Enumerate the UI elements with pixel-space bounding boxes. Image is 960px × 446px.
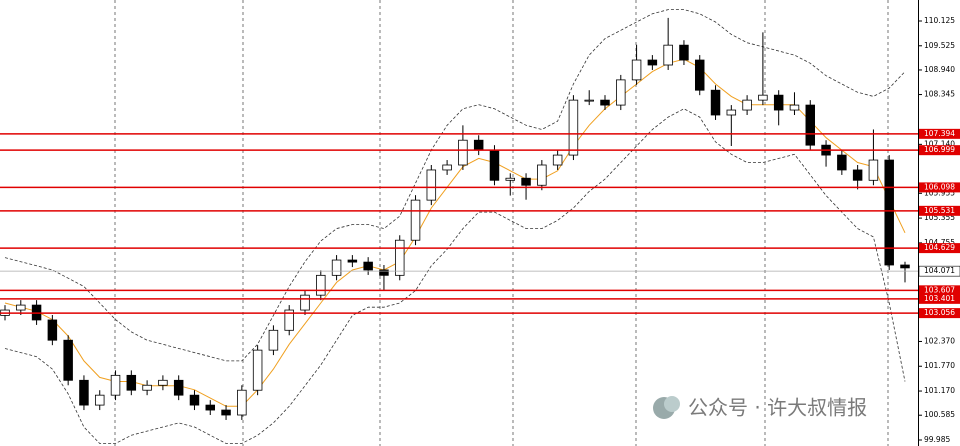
level-box — [919, 145, 960, 156]
time-grid — [114, 0, 889, 446]
candle-body — [205, 404, 216, 411]
level-label: 106.999 — [924, 145, 955, 154]
candle-body — [600, 99, 610, 106]
candle-body — [647, 59, 658, 66]
level-label: 105.531 — [924, 206, 955, 215]
candle-body — [158, 379, 168, 386]
candle-body — [16, 304, 26, 311]
candle-body — [142, 384, 152, 391]
candle-body — [679, 44, 689, 61]
last-price-label: 104.071 — [924, 266, 955, 275]
candle-body — [284, 309, 294, 331]
level-box — [919, 243, 960, 254]
candle-body — [379, 269, 389, 276]
candle-body — [316, 274, 326, 296]
watermark-text: 公众号 · 许大叔情报 — [688, 396, 867, 420]
candle-body — [363, 261, 373, 271]
candle-body — [252, 349, 263, 391]
indicator-line — [4, 9, 906, 362]
candle-body — [410, 199, 421, 241]
candle-body — [505, 177, 516, 181]
level-box — [919, 285, 960, 296]
candle-body — [173, 379, 184, 396]
candle-body — [789, 104, 800, 111]
candle-body — [616, 79, 626, 106]
candle-body — [521, 177, 531, 186]
level-label: 103.056 — [924, 308, 955, 317]
level-box — [919, 182, 960, 193]
level-label: 106.098 — [924, 182, 955, 191]
watermark-icon — [664, 396, 680, 412]
level-label: 103.607 — [924, 285, 955, 294]
candle-body — [726, 109, 737, 116]
candle-body — [663, 44, 673, 66]
candle-body — [837, 154, 847, 171]
candle-body — [47, 319, 58, 341]
last-price-box — [918, 265, 960, 277]
candle-body — [489, 149, 500, 181]
candle-body — [458, 139, 468, 166]
level-label: 107.394 — [924, 129, 955, 138]
candle-body — [394, 239, 405, 276]
y-tick-label: 105.955 — [924, 188, 955, 197]
y-tick-label: 100.585 — [924, 410, 955, 419]
candle-body — [758, 94, 768, 101]
y-tick-label: 105.355 — [924, 213, 955, 222]
y-tick-label: 109.525 — [924, 41, 955, 50]
candle-body — [347, 259, 358, 263]
candle-body — [742, 99, 752, 111]
indicator-line — [4, 108, 906, 444]
level-label: 104.629 — [924, 243, 955, 252]
candle-body — [426, 169, 437, 201]
level-box — [919, 205, 960, 216]
candle-body — [268, 329, 279, 351]
candle-body — [868, 159, 879, 181]
candle-body — [631, 59, 642, 81]
candle-body — [805, 104, 816, 146]
candle-body — [473, 139, 484, 151]
level-box — [919, 293, 960, 304]
y-tick-label: 107.140 — [924, 139, 955, 148]
candle-body — [126, 374, 137, 391]
candle-body — [852, 169, 863, 181]
candle-body — [694, 59, 705, 91]
candle-body — [773, 94, 784, 111]
candle-body — [237, 389, 247, 416]
candle-body — [442, 164, 452, 171]
candle-body — [884, 159, 894, 266]
candle-body — [63, 339, 73, 381]
candle-body — [300, 294, 310, 311]
candle-body — [110, 374, 121, 396]
level-box — [919, 308, 960, 319]
candle-body — [552, 154, 563, 166]
candle-body — [710, 89, 721, 116]
candle-body — [568, 99, 579, 156]
indicator-line — [4, 58, 906, 407]
level-label: 103.401 — [924, 294, 955, 303]
watermark: 公众号 · 许大叔情报 — [653, 396, 867, 420]
y-tick-label: 110.125 — [924, 16, 955, 25]
level-box — [919, 128, 960, 139]
y-tick-label: 108.940 — [924, 65, 955, 74]
y-tick-label: 108.345 — [924, 90, 955, 99]
candle-body — [79, 379, 89, 406]
candle-body — [189, 394, 200, 406]
candle-body — [94, 394, 105, 406]
y-tick-label: 102.370 — [924, 336, 955, 345]
candle-body — [537, 164, 547, 186]
candle-body — [221, 409, 231, 416]
y-tick-label: 99.985 — [924, 435, 950, 444]
candle-body — [584, 99, 594, 102]
y-tick-label: 101.170 — [924, 386, 955, 395]
y-tick-label: 104.755 — [924, 238, 955, 247]
candle-body — [900, 264, 910, 269]
candle-body — [331, 259, 342, 276]
y-tick-label: 101.770 — [924, 361, 955, 370]
